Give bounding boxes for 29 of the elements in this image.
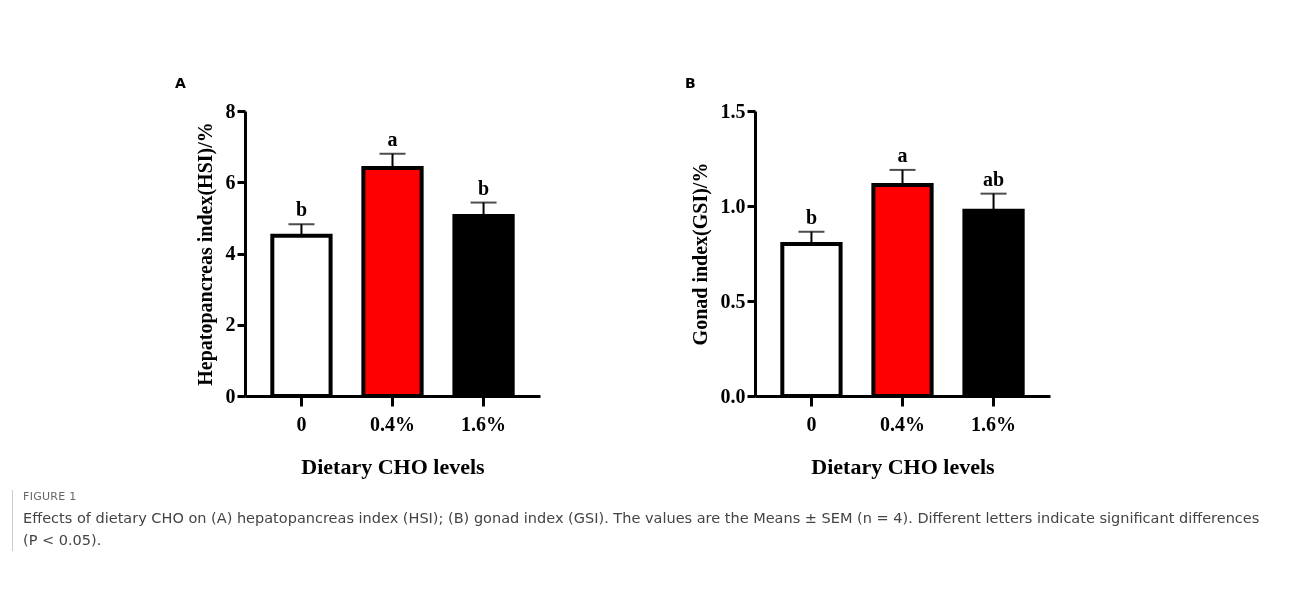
y-tick-label: 0.5 <box>720 289 746 312</box>
chart-title: B <box>685 75 696 91</box>
annotation: b <box>295 198 308 221</box>
y-tick-label: 4 <box>225 242 236 264</box>
x-tick-label: 0.4% <box>880 412 925 435</box>
y-tick-label: 6 <box>225 170 236 193</box>
y-tick-label: 1.0 <box>720 194 746 217</box>
annotation: b <box>477 176 490 199</box>
x-axis-title: Dietary CHO levels <box>301 453 486 479</box>
annotation: b <box>805 205 818 228</box>
x-tick-label: 0 <box>806 412 817 435</box>
caption: FIGURE 1 <box>23 490 78 503</box>
text: Effects of dietary CHO on (A) hepatopancreas index (HSI); (B) gonad index (GSI). The values are the Means ± SEM (n = 4). Different letters indicate significant differences (P < 0.05). <box>23 509 1261 550</box>
y-tick-label: 0.0 <box>720 384 746 407</box>
annotation: a <box>387 127 398 150</box>
x-tick-label: 1.6% <box>971 412 1017 435</box>
chart-title: A <box>175 75 186 91</box>
y-tick-label: 2 <box>225 313 236 336</box>
x-tick-label: 0.4% <box>370 412 415 435</box>
x-tick-label: 1.6% <box>461 412 507 435</box>
y-tick-label: 1.5 <box>720 99 746 122</box>
annotation: ab <box>982 167 1005 190</box>
y-tick-label: 8 <box>225 99 236 122</box>
x-axis-title: Dietary CHO levels <box>811 453 996 479</box>
annotation: a <box>897 143 908 166</box>
y-axis-title: Hepatopancreas index(HSI)/% <box>193 122 217 386</box>
x-tick-label: 0 <box>296 412 307 435</box>
y-axis-title: Gonad index(GSI)/% <box>688 162 712 346</box>
y-tick-label: 0 <box>225 384 236 407</box>
